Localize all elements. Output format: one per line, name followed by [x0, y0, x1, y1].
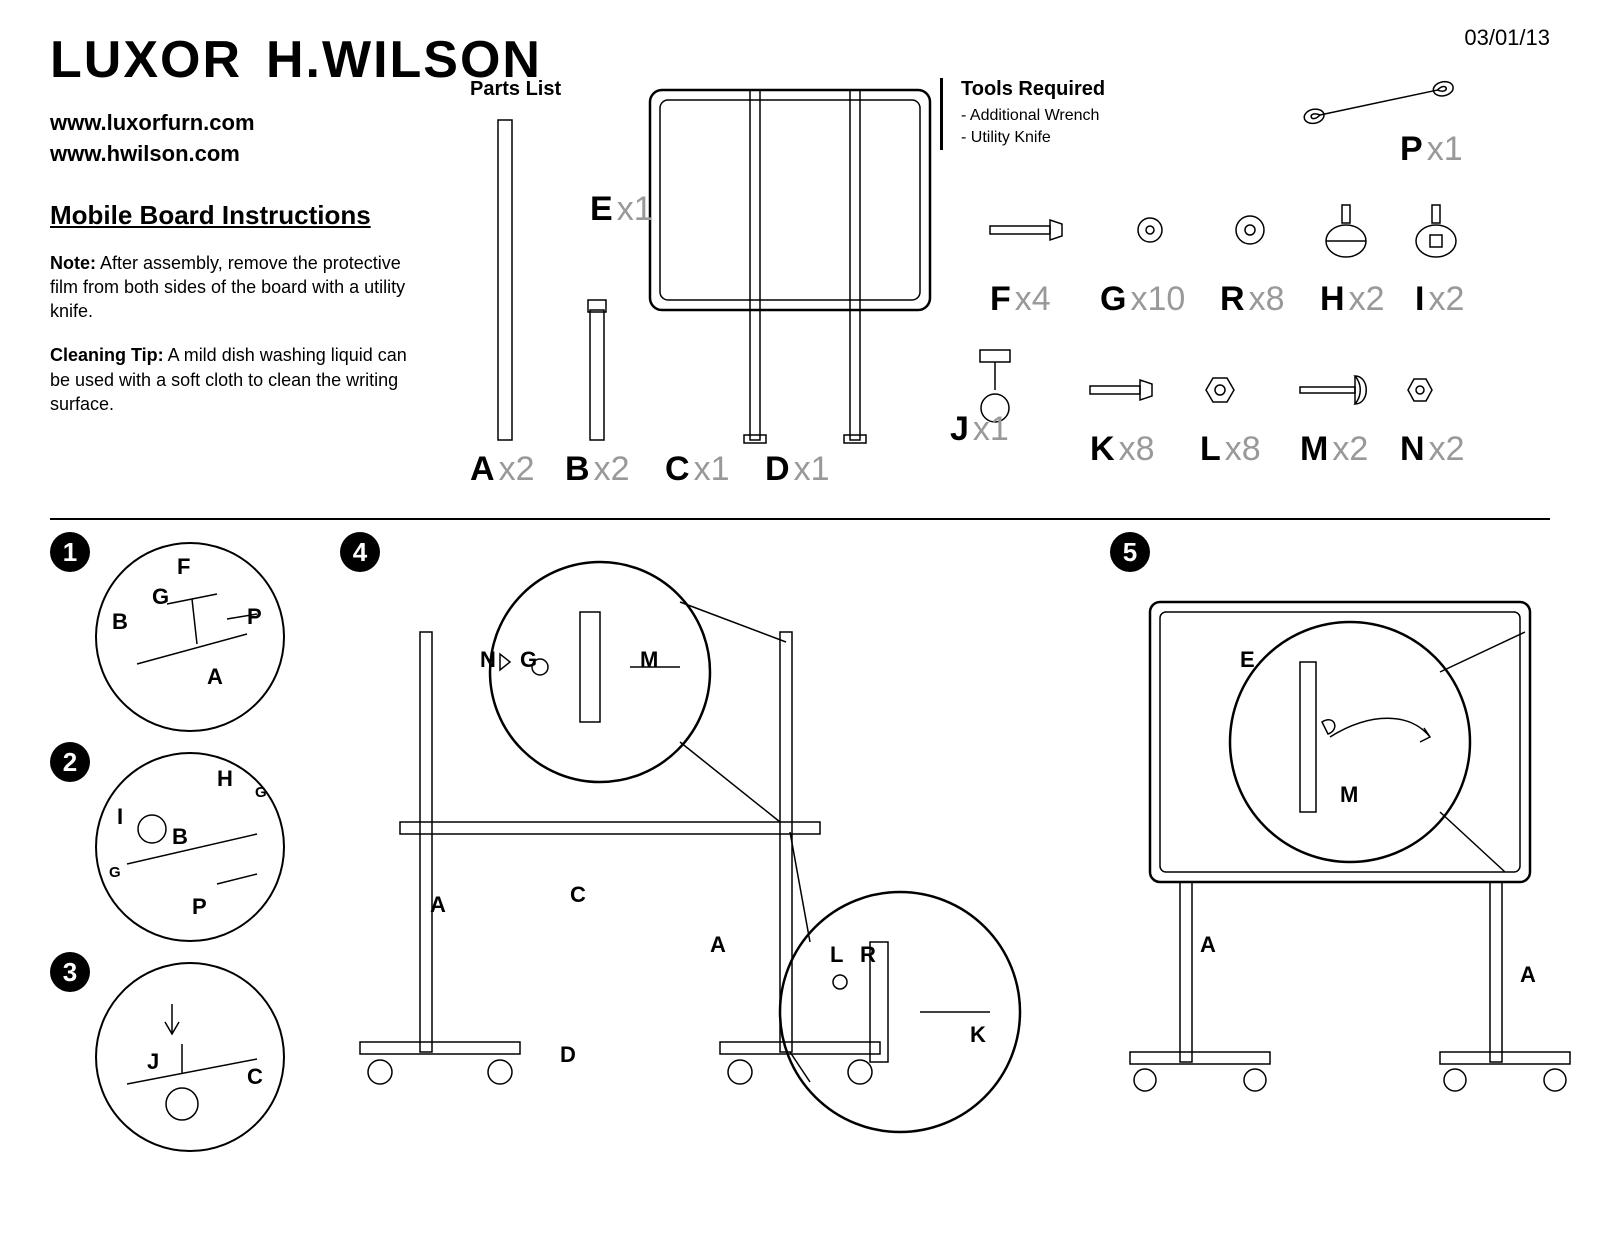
- parts-area: Parts List: [450, 30, 1550, 510]
- left-column: LUXOR H.WILSON www.luxorfurn.com www.hwi…: [50, 30, 450, 510]
- s1-F: F: [177, 554, 190, 580]
- s4-N: N: [480, 647, 496, 673]
- part-D: Dx1: [765, 450, 829, 489]
- top-section: 03/01/13 LUXOR H.WILSON www.luxorfurn.co…: [50, 30, 1550, 510]
- part-N: Nx2: [1400, 430, 1464, 469]
- s2-I: I: [117, 804, 123, 830]
- s4-K: K: [970, 1022, 986, 1048]
- tool-wrench: - Additional Wrench: [961, 105, 1105, 127]
- step-3-circle: J C: [95, 962, 285, 1152]
- part-J: Jx1: [950, 410, 1009, 449]
- cleaning-tip: Cleaning Tip: A mild dish washing liquid…: [50, 343, 420, 416]
- part-I: Ix2: [1415, 280, 1464, 319]
- s2-B: B: [172, 824, 188, 850]
- page-title: Mobile Board Instructions: [50, 200, 450, 231]
- s3-C: C: [247, 1064, 263, 1090]
- step-1-badge: 1: [50, 532, 90, 572]
- url-hwilson: www.hwilson.com: [50, 139, 450, 170]
- s1-B: B: [112, 609, 128, 635]
- note-label: Note:: [50, 253, 96, 273]
- part-G: Gx10: [1100, 280, 1185, 319]
- part-F: Fx4: [990, 280, 1051, 319]
- part-P: Px1: [1400, 130, 1463, 169]
- step-4-badge: 4: [340, 532, 380, 572]
- s5-E: E: [1240, 647, 1255, 673]
- part-E: Ex1: [590, 190, 653, 229]
- url-luxor: www.luxorfurn.com: [50, 108, 450, 139]
- tools-heading: Tools Required: [961, 78, 1105, 101]
- step-5-art: [1110, 572, 1570, 1172]
- s4-D: D: [560, 1042, 576, 1068]
- s3-J: J: [147, 1049, 159, 1075]
- part-C: Cx1: [665, 450, 729, 489]
- s4-R: R: [860, 942, 876, 968]
- tool-knife: - Utility Knife: [961, 127, 1105, 149]
- note-text: After assembly, remove the protective fi…: [50, 253, 405, 322]
- tools-required: Tools Required - Additional Wrench - Uti…: [940, 78, 1105, 150]
- step-5-badge: 5: [1110, 532, 1150, 572]
- brand-logo: LUXOR H.WILSON: [50, 30, 450, 90]
- part-A: Ax2: [470, 450, 534, 489]
- s4-G: G: [520, 647, 537, 673]
- step-3-badge: 3: [50, 952, 90, 992]
- step-1-art: [97, 544, 287, 734]
- tip-label: Cleaning Tip:: [50, 345, 164, 365]
- part-M: Mx2: [1300, 430, 1368, 469]
- s2-G1: G: [255, 784, 267, 801]
- step-3-art: [97, 964, 287, 1154]
- part-R: Rx8: [1220, 280, 1284, 319]
- s4-M: M: [640, 647, 658, 673]
- s5-M: M: [1340, 782, 1358, 808]
- s5-A2: A: [1520, 962, 1536, 988]
- bottom-section: 1 F G B P A 2 H G I B G P 3: [50, 532, 1550, 1202]
- s5-A1: A: [1200, 932, 1216, 958]
- logo-luxor: LUXOR: [50, 30, 242, 90]
- s4-C: C: [570, 882, 586, 908]
- part-L: Lx8: [1200, 430, 1261, 469]
- part-K: Kx8: [1090, 430, 1154, 469]
- s1-P: P: [247, 604, 262, 630]
- step-5-area: E M A A: [1110, 572, 1570, 1172]
- step-1-circle: F G B P A: [95, 542, 285, 732]
- part-B: Bx2: [565, 450, 629, 489]
- assembly-note: Note: After assembly, remove the protect…: [50, 251, 420, 324]
- s2-H: H: [217, 766, 233, 792]
- s4-L: L: [830, 942, 843, 968]
- s4-A2: A: [710, 932, 726, 958]
- s1-A: A: [207, 664, 223, 690]
- section-divider: [50, 518, 1550, 520]
- step-2-circle: H G I B G P: [95, 752, 285, 942]
- s4-A1: A: [430, 892, 446, 918]
- s2-G2: G: [109, 864, 121, 881]
- step-2-badge: 2: [50, 742, 90, 782]
- part-H: Hx2: [1320, 280, 1384, 319]
- step-4-area: N G M A C A D L R K: [340, 572, 1080, 1172]
- s1-G: G: [152, 584, 169, 610]
- step-4-art: [340, 572, 1080, 1172]
- s2-P: P: [192, 894, 207, 920]
